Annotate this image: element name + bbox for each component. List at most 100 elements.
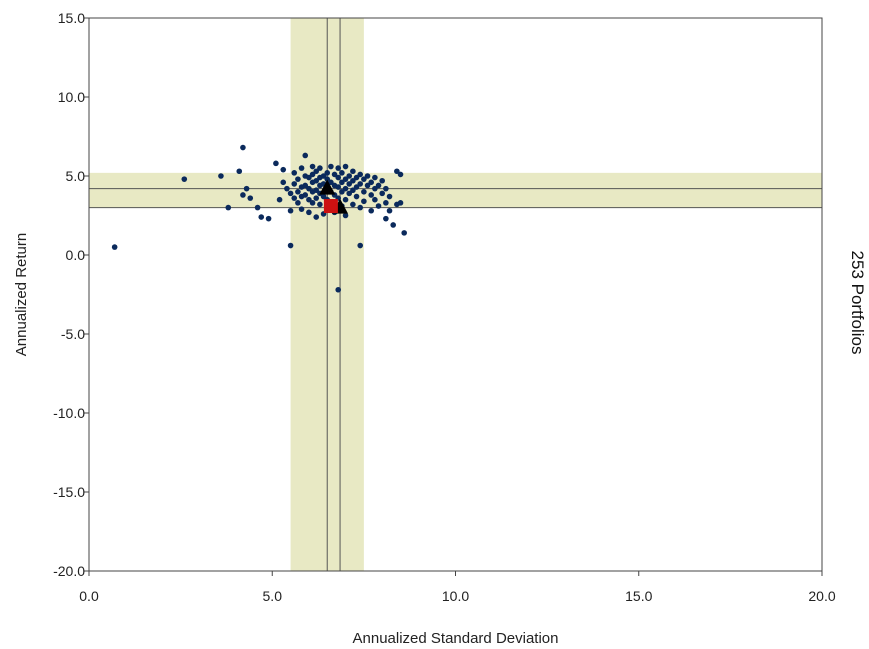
data-point	[295, 176, 301, 182]
data-point	[317, 165, 323, 171]
data-point	[298, 206, 305, 212]
data-point	[368, 179, 375, 186]
data-point	[364, 182, 371, 189]
data-point	[309, 200, 316, 206]
data-point	[291, 195, 298, 201]
data-point	[342, 163, 349, 170]
data-point	[346, 173, 353, 179]
data-point	[331, 171, 338, 178]
portfolio-count-label: 253 Portfolios	[848, 251, 867, 355]
y-tick-label: -15.0	[53, 484, 85, 500]
data-point	[350, 187, 356, 194]
data-point	[361, 198, 367, 205]
highlight-square	[323, 199, 338, 214]
y-tick-label: 5.0	[66, 168, 86, 184]
data-point	[247, 195, 254, 201]
data-point	[350, 201, 356, 208]
data-point	[383, 185, 389, 192]
data-point	[313, 168, 320, 175]
data-point	[302, 152, 309, 159]
data-point	[280, 179, 287, 186]
data-point	[291, 181, 298, 187]
data-point	[306, 185, 312, 192]
data-point	[328, 179, 334, 186]
data-point	[309, 163, 316, 170]
data-point	[273, 160, 279, 167]
y-axis-title: Annualized Return	[13, 233, 30, 356]
x-tick-label: 5.0	[263, 588, 283, 604]
data-point	[287, 207, 294, 214]
data-point	[379, 190, 386, 197]
data-point	[361, 189, 367, 195]
data-point	[313, 195, 320, 201]
data-point	[353, 174, 360, 181]
x-tick-label: 10.0	[442, 588, 469, 604]
data-point	[313, 177, 320, 184]
data-point	[243, 185, 250, 192]
data-point	[276, 196, 283, 203]
data-point	[302, 192, 309, 198]
data-point	[386, 193, 393, 200]
x-axis-title: Annualized Standard Deviation	[353, 630, 559, 647]
highlight-markers	[319, 179, 349, 214]
data-point	[397, 171, 404, 178]
data-point	[335, 165, 342, 171]
data-point	[368, 207, 375, 214]
data-point	[254, 204, 261, 211]
horizontal-band	[89, 172, 822, 208]
data-point	[328, 163, 334, 170]
data-point	[240, 144, 246, 151]
data-point	[339, 179, 345, 186]
y-tick-label: 0.0	[66, 247, 86, 263]
y-tick-label: -5.0	[61, 326, 85, 342]
data-point	[324, 170, 331, 176]
data-point	[394, 168, 400, 175]
reference-lines	[89, 18, 822, 571]
data-point	[390, 222, 396, 228]
data-point	[306, 209, 312, 216]
data-point	[375, 182, 382, 189]
data-point	[353, 184, 360, 190]
y-tick-label: -20.0	[53, 563, 85, 579]
data-point	[335, 174, 342, 181]
data-point	[342, 212, 349, 219]
data-point	[342, 176, 349, 182]
data-point	[225, 204, 232, 211]
data-point	[295, 200, 301, 206]
data-point	[287, 190, 294, 197]
data-point	[379, 177, 386, 184]
y-tick-label: 15.0	[58, 10, 85, 26]
data-point	[368, 192, 375, 198]
x-tick-label: 0.0	[79, 588, 99, 604]
data-point	[346, 181, 353, 187]
data-point	[372, 185, 378, 192]
data-point	[397, 200, 404, 206]
data-point	[357, 242, 364, 249]
data-point	[342, 185, 349, 192]
data-point	[324, 176, 331, 182]
data-point	[313, 187, 320, 194]
data-point	[320, 173, 327, 179]
data-point	[339, 189, 345, 195]
data-point	[302, 182, 309, 189]
data-point	[357, 204, 364, 211]
data-point	[386, 207, 393, 214]
data-point	[357, 181, 364, 187]
data-point	[291, 170, 298, 176]
data-point	[320, 193, 327, 200]
data-point	[372, 196, 378, 203]
plot-frame	[88, 17, 823, 572]
data-point	[335, 286, 342, 293]
data-point	[353, 193, 360, 200]
data-point	[346, 190, 353, 197]
data-point	[383, 200, 389, 206]
data-point	[236, 168, 243, 175]
data-point	[309, 171, 316, 178]
data-point	[284, 185, 290, 192]
data-point	[258, 214, 265, 220]
data-point	[364, 173, 371, 179]
data-point	[372, 174, 378, 181]
data-point	[339, 170, 345, 176]
x-tick-label: 20.0	[808, 588, 835, 604]
